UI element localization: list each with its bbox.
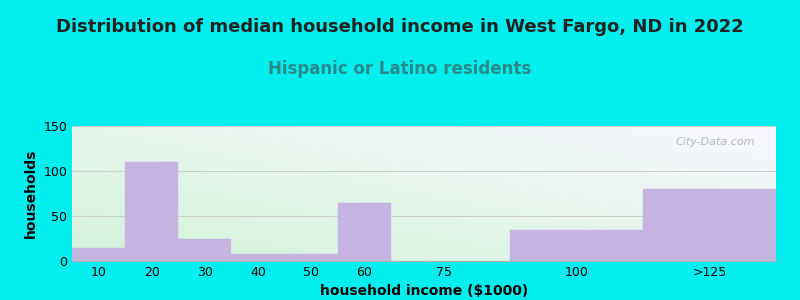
Text: City-Data.com: City-Data.com bbox=[675, 137, 755, 147]
Bar bbox=[338, 202, 390, 261]
Bar bbox=[125, 162, 178, 261]
Bar bbox=[510, 230, 643, 261]
Bar bbox=[285, 254, 338, 261]
Bar bbox=[178, 238, 231, 261]
Bar bbox=[231, 254, 285, 261]
Y-axis label: households: households bbox=[24, 149, 38, 238]
X-axis label: household income ($1000): household income ($1000) bbox=[320, 284, 528, 298]
Text: Distribution of median household income in West Fargo, ND in 2022: Distribution of median household income … bbox=[56, 18, 744, 36]
Bar bbox=[643, 189, 776, 261]
Bar bbox=[72, 248, 125, 261]
Text: Hispanic or Latino residents: Hispanic or Latino residents bbox=[268, 60, 532, 78]
